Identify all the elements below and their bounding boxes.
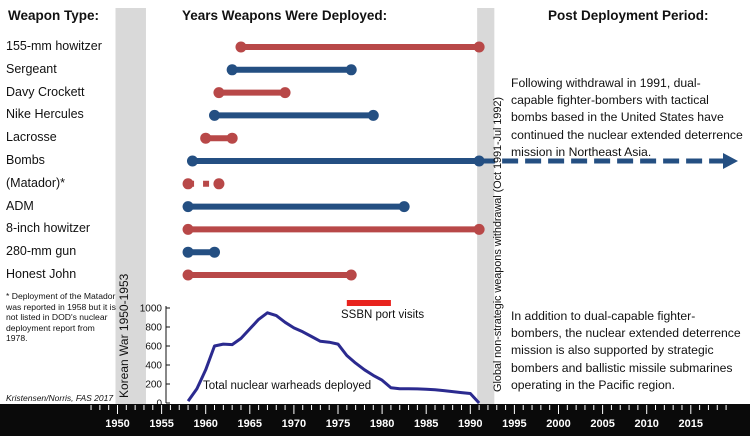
- deployment-start-dot: [209, 109, 221, 121]
- warheads-line: [186, 311, 481, 405]
- weapon-label-8-inch-howitzer: 8-inch howitzer: [6, 221, 91, 236]
- deployment-start-dot: [182, 269, 194, 281]
- weapon-label-sergeant: Sergeant: [6, 61, 57, 76]
- deployment-end-dot: [209, 246, 221, 258]
- arrow-head-icon: [723, 153, 738, 169]
- weapon-label-lacrosse: Lacrosse: [6, 130, 57, 145]
- deployment-start-dot: [200, 132, 212, 144]
- deployment-honest-john: [182, 269, 357, 281]
- ssbn-port-visits-label: SSBN port visits: [341, 309, 425, 321]
- weapon-label-155-mm-howitzer: 155-mm howitzer: [6, 39, 102, 53]
- deployment-8-inch-howitzer: [182, 223, 485, 235]
- matador-footnote: * Deployment of the Matador was reported…: [6, 291, 116, 344]
- weapon-label-adm: ADM: [6, 198, 34, 213]
- deployment-end-dot: [367, 109, 379, 121]
- deployment-155-mm-howitzer: [235, 41, 485, 53]
- deployment-adm: [182, 201, 410, 213]
- year-tick-label: 1975: [326, 418, 350, 430]
- deployment-start-dot: [186, 155, 198, 167]
- y-tick-label: 1000: [140, 304, 163, 315]
- post-deployment-header: Post Deployment Period:: [548, 8, 709, 23]
- weapon-label-matador: (Matador)*: [6, 175, 66, 190]
- deployment-lacrosse: [200, 132, 238, 144]
- weapon-label-honest-john: Honest John: [6, 267, 77, 281]
- withdrawal-period-label: Global non-strategic weapons withdrawal …: [492, 97, 504, 392]
- deployment-bombs: [186, 153, 738, 169]
- y-tick-label: 600: [145, 342, 162, 353]
- deployment-start-dot: [235, 41, 247, 53]
- deployment-nike-hercules: [209, 109, 379, 121]
- deployment-start-dot: [182, 201, 194, 213]
- year-tick-label: 1965: [238, 418, 262, 430]
- source-credit: Kristensen/Norris, FAS 2017: [6, 393, 114, 403]
- deployment-sergeant: [226, 64, 357, 76]
- years-deployed-header: Years Weapons Were Deployed:: [182, 8, 388, 23]
- year-tick-label: 2005: [590, 418, 614, 430]
- year-tick-label: 1950: [105, 418, 129, 430]
- deployment-matador: [182, 178, 225, 190]
- deployment-davy-crockett: [213, 87, 291, 99]
- year-tick-label: 1970: [282, 418, 306, 430]
- ssbn-port-visits-bar: [346, 300, 391, 306]
- year-tick-label: 2010: [634, 418, 658, 430]
- year-tick-label: 1980: [370, 418, 394, 430]
- deployment-end-dot: [473, 223, 485, 235]
- deployment-end-dot: [473, 41, 485, 53]
- deployment-end-dot: [398, 201, 410, 213]
- deployment-end-dot: [345, 64, 357, 76]
- year-tick-label: 1985: [414, 418, 438, 430]
- deployment-280-mm-gun: [182, 246, 221, 258]
- weapon-label-280-mm-gun: 280-mm gun: [6, 244, 77, 259]
- deployment-start-dot: [182, 178, 194, 190]
- year-tick-label: 1995: [502, 418, 526, 430]
- year-tick-label: 1990: [458, 418, 482, 430]
- year-tick-label: 2015: [679, 418, 703, 430]
- deployment-start-dot: [182, 246, 194, 258]
- y-tick-label: 400: [145, 361, 162, 372]
- year-tick-label: 1955: [149, 418, 173, 430]
- deployment-end-dot: [226, 132, 238, 144]
- total-warheads-label: Total nuclear warheads deployed: [203, 380, 372, 392]
- deployment-end-dot: [345, 269, 357, 281]
- deployment-start-dot: [226, 64, 238, 76]
- deployment-end-dot: [279, 87, 291, 99]
- weapon-label-bombs: Bombs: [6, 153, 45, 167]
- weapon-label-nike-hercules: Nike Hercules: [6, 107, 84, 122]
- y-tick-label: 200: [145, 380, 162, 391]
- weapon-label-davy-crockett: Davy Crockett: [6, 84, 85, 99]
- deployment-end-dot: [213, 178, 225, 190]
- withdrawal-band: [477, 8, 495, 404]
- weapon-type-header: Weapon Type:: [8, 8, 100, 23]
- year-tick-label: 1960: [193, 418, 217, 430]
- deployment-start-dot: [182, 223, 194, 235]
- post-withdrawal-paragraph: Following withdrawal in 1991, dual-capab…: [511, 76, 743, 159]
- year-tick-label: 2000: [546, 418, 570, 430]
- y-tick-label: 800: [145, 323, 162, 334]
- deployment-start-dot: [213, 87, 225, 99]
- korean-war-band: [115, 8, 146, 404]
- korean-war-label: Korean War 1950-1953: [117, 273, 131, 398]
- additional-support-paragraph: In addition to dual-capable fighter-bomb…: [511, 309, 741, 392]
- timeline-axis-bar: [0, 404, 750, 436]
